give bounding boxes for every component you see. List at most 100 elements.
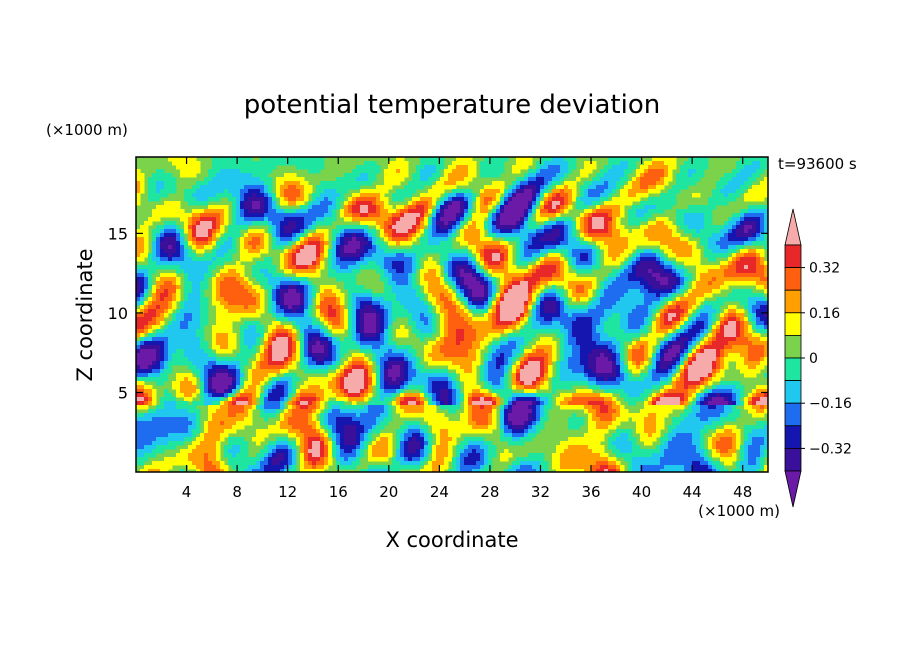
contour-cell	[280, 365, 285, 370]
contour-cell	[412, 265, 417, 270]
contour-cell	[388, 417, 393, 422]
contour-cell	[372, 205, 377, 210]
contour-cell	[364, 169, 369, 174]
contour-cell	[344, 281, 349, 286]
contour-cell	[316, 273, 321, 278]
contour-cell	[336, 293, 341, 298]
contour-cell	[404, 241, 409, 246]
contour-cell	[184, 413, 189, 418]
contour-cell	[380, 293, 385, 298]
contour-cell	[440, 337, 445, 342]
contour-cell	[344, 213, 349, 218]
contour-cell	[260, 449, 265, 454]
contour-cell	[428, 229, 433, 234]
contour-cell	[348, 313, 353, 318]
contour-cell	[196, 221, 201, 226]
contour-cell	[292, 173, 297, 178]
contour-cell	[436, 193, 441, 198]
contour-cell	[256, 405, 261, 410]
contour-cell	[272, 221, 277, 226]
contour-cell	[376, 437, 381, 442]
contour-cell	[176, 265, 181, 270]
contour-cell	[256, 169, 261, 174]
contour-cell	[188, 157, 193, 162]
contour-cell	[432, 389, 437, 394]
contour-cell	[264, 221, 269, 226]
contour-cell	[208, 421, 213, 426]
contour-cell	[388, 345, 393, 350]
contour-cell	[164, 185, 169, 190]
contour-cell	[400, 277, 405, 282]
contour-cell	[332, 313, 337, 318]
contour-cell	[204, 389, 209, 394]
contour-cell	[192, 413, 197, 418]
contour-cell	[368, 257, 373, 262]
contour-cell	[204, 441, 209, 446]
contour-cell	[236, 197, 241, 202]
contour-cell	[296, 293, 301, 298]
contour-cell	[244, 469, 249, 472]
contour-cell	[432, 301, 437, 306]
contour-cell	[368, 189, 373, 194]
contour-cell	[428, 465, 433, 470]
contour-cell	[196, 421, 201, 426]
contour-cell	[340, 313, 345, 318]
contour-cell	[368, 173, 373, 178]
contour-cell	[248, 245, 253, 250]
contour-cell	[204, 209, 209, 214]
contour-cell	[160, 237, 165, 242]
contour-cell	[256, 221, 261, 226]
contour-cell	[160, 193, 165, 198]
contour-cell	[412, 177, 417, 182]
contour-cell	[188, 425, 193, 430]
contour-cell	[136, 377, 141, 382]
contour-cell	[248, 205, 253, 210]
contour-cell	[256, 369, 261, 374]
contour-cell	[168, 365, 173, 370]
contour-cell	[204, 425, 209, 430]
contour-cell	[356, 437, 361, 442]
contour-cell	[264, 417, 269, 422]
contour-cell	[380, 333, 385, 338]
contour-cell	[384, 445, 389, 450]
contour-cell	[296, 353, 301, 358]
contour-cell	[236, 209, 241, 214]
contour-cell	[176, 341, 181, 346]
contour-cell	[388, 321, 393, 326]
contour-cell	[352, 209, 357, 214]
contour-cell	[212, 337, 217, 342]
contour-cell	[220, 269, 225, 274]
contour-cell	[240, 353, 245, 358]
contour-cell	[316, 389, 321, 394]
contour-cell	[296, 437, 301, 442]
contour-cell	[228, 417, 233, 422]
contour-cell	[264, 453, 269, 458]
contour-cell	[204, 301, 209, 306]
contour-cell	[436, 289, 441, 294]
contour-cell	[356, 369, 361, 374]
contour-cell	[244, 161, 249, 166]
contour-cell	[368, 261, 373, 266]
contour-cell	[336, 353, 341, 358]
contour-cell	[428, 377, 433, 382]
contour-cell	[164, 253, 169, 258]
contour-cell	[396, 177, 401, 182]
contour-cell	[412, 273, 417, 278]
contour-cell	[312, 401, 317, 406]
contour-cell	[236, 265, 241, 270]
contour-cell	[316, 213, 321, 218]
contour-cell	[288, 241, 293, 246]
contour-field	[136, 157, 768, 472]
contour-cell	[304, 417, 309, 422]
contour-cell	[380, 405, 385, 410]
contour-cell	[392, 285, 397, 290]
contour-cell	[144, 269, 149, 274]
contour-cell	[396, 225, 401, 230]
contour-cell	[332, 345, 337, 350]
contour-cell	[392, 369, 397, 374]
contour-cell	[148, 317, 153, 322]
contour-cell	[376, 357, 381, 362]
contour-cell	[368, 381, 373, 386]
contour-cell	[176, 441, 181, 446]
contour-cell	[376, 381, 381, 386]
